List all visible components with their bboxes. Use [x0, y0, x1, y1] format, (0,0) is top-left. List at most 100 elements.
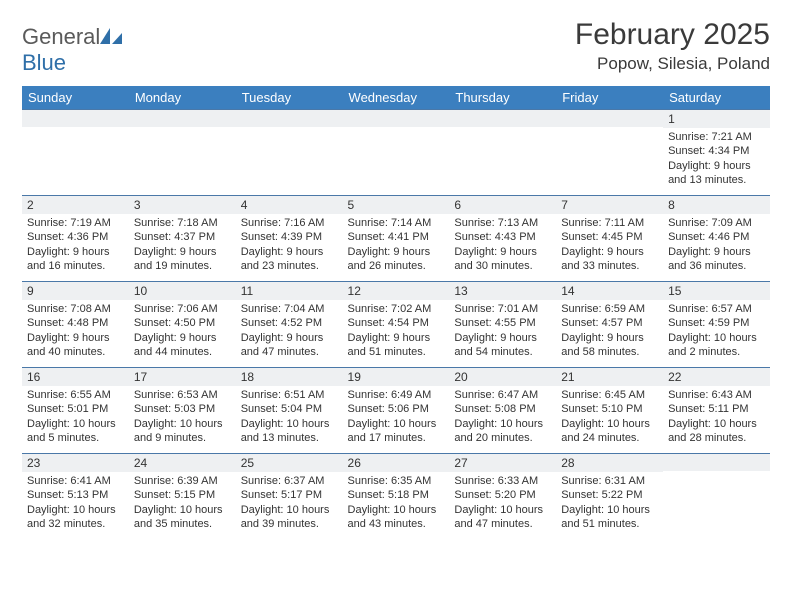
calendar-week-row: 1Sunrise: 7:21 AMSunset: 4:34 PMDaylight… — [22, 110, 770, 196]
sunset-line: Sunset: 5:11 PM — [668, 402, 765, 416]
day-content: Sunrise: 6:37 AMSunset: 5:17 PMDaylight:… — [236, 472, 343, 535]
weekday-header: Wednesday — [343, 86, 450, 110]
sunrise-line: Sunrise: 6:37 AM — [241, 474, 338, 488]
day-number: 19 — [343, 368, 450, 386]
calendar-day-cell — [236, 110, 343, 196]
weekday-header: Tuesday — [236, 86, 343, 110]
weekday-header: Sunday — [22, 86, 129, 110]
day-content: Sunrise: 6:39 AMSunset: 5:15 PMDaylight:… — [129, 472, 236, 535]
daylight-line: Daylight: 9 hours and 44 minutes. — [134, 331, 231, 360]
day-number: 17 — [129, 368, 236, 386]
sunset-line: Sunset: 4:36 PM — [27, 230, 124, 244]
daylight-line: Daylight: 9 hours and 30 minutes. — [454, 245, 551, 274]
calendar-day-cell: 5Sunrise: 7:14 AMSunset: 4:41 PMDaylight… — [343, 196, 450, 282]
sunset-line: Sunset: 4:59 PM — [668, 316, 765, 330]
day-content — [663, 471, 770, 477]
daylight-line: Daylight: 9 hours and 19 minutes. — [134, 245, 231, 274]
day-number: 22 — [663, 368, 770, 386]
sunset-line: Sunset: 4:54 PM — [348, 316, 445, 330]
sunset-line: Sunset: 5:18 PM — [348, 488, 445, 502]
day-number: 7 — [556, 196, 663, 214]
calendar-day-cell: 13Sunrise: 7:01 AMSunset: 4:55 PMDayligh… — [449, 282, 556, 368]
day-number: 9 — [22, 282, 129, 300]
sunrise-line: Sunrise: 6:41 AM — [27, 474, 124, 488]
daylight-line: Daylight: 9 hours and 16 minutes. — [27, 245, 124, 274]
day-content: Sunrise: 7:21 AMSunset: 4:34 PMDaylight:… — [663, 128, 770, 191]
sunrise-line: Sunrise: 7:19 AM — [27, 216, 124, 230]
sunrise-line: Sunrise: 7:13 AM — [454, 216, 551, 230]
day-number: 20 — [449, 368, 556, 386]
day-content: Sunrise: 6:53 AMSunset: 5:03 PMDaylight:… — [129, 386, 236, 449]
day-content: Sunrise: 6:55 AMSunset: 5:01 PMDaylight:… — [22, 386, 129, 449]
day-number — [236, 110, 343, 127]
day-content — [236, 127, 343, 133]
daylight-line: Daylight: 10 hours and 39 minutes. — [241, 503, 338, 532]
daylight-line: Daylight: 10 hours and 43 minutes. — [348, 503, 445, 532]
logo-word-2: Blue — [22, 50, 66, 75]
day-number: 3 — [129, 196, 236, 214]
sunrise-line: Sunrise: 6:55 AM — [27, 388, 124, 402]
calendar-week-row: 9Sunrise: 7:08 AMSunset: 4:48 PMDaylight… — [22, 282, 770, 368]
location: Popow, Silesia, Poland — [575, 54, 770, 74]
calendar-day-cell: 8Sunrise: 7:09 AMSunset: 4:46 PMDaylight… — [663, 196, 770, 282]
day-number — [343, 110, 450, 127]
sunrise-line: Sunrise: 7:02 AM — [348, 302, 445, 316]
daylight-line: Daylight: 9 hours and 26 minutes. — [348, 245, 445, 274]
sunrise-line: Sunrise: 7:11 AM — [561, 216, 658, 230]
daylight-line: Daylight: 10 hours and 2 minutes. — [668, 331, 765, 360]
sunset-line: Sunset: 5:17 PM — [241, 488, 338, 502]
sunset-line: Sunset: 5:10 PM — [561, 402, 658, 416]
calendar-day-cell: 22Sunrise: 6:43 AMSunset: 5:11 PMDayligh… — [663, 368, 770, 454]
day-content: Sunrise: 6:31 AMSunset: 5:22 PMDaylight:… — [556, 472, 663, 535]
daylight-line: Daylight: 10 hours and 35 minutes. — [134, 503, 231, 532]
calendar-day-cell: 4Sunrise: 7:16 AMSunset: 4:39 PMDaylight… — [236, 196, 343, 282]
day-content: Sunrise: 7:02 AMSunset: 4:54 PMDaylight:… — [343, 300, 450, 363]
day-content: Sunrise: 7:09 AMSunset: 4:46 PMDaylight:… — [663, 214, 770, 277]
day-content: Sunrise: 7:16 AMSunset: 4:39 PMDaylight:… — [236, 214, 343, 277]
sunrise-line: Sunrise: 6:47 AM — [454, 388, 551, 402]
calendar-table: Sunday Monday Tuesday Wednesday Thursday… — [22, 86, 770, 540]
daylight-line: Daylight: 10 hours and 17 minutes. — [348, 417, 445, 446]
day-content: Sunrise: 7:19 AMSunset: 4:36 PMDaylight:… — [22, 214, 129, 277]
sunrise-line: Sunrise: 6:59 AM — [561, 302, 658, 316]
sunset-line: Sunset: 4:37 PM — [134, 230, 231, 244]
month-title: February 2025 — [575, 18, 770, 52]
calendar-day-cell: 27Sunrise: 6:33 AMSunset: 5:20 PMDayligh… — [449, 454, 556, 540]
sunset-line: Sunset: 4:52 PM — [241, 316, 338, 330]
daylight-line: Daylight: 9 hours and 33 minutes. — [561, 245, 658, 274]
day-content: Sunrise: 7:06 AMSunset: 4:50 PMDaylight:… — [129, 300, 236, 363]
day-number: 2 — [22, 196, 129, 214]
sunrise-line: Sunrise: 7:14 AM — [348, 216, 445, 230]
sunrise-line: Sunrise: 6:53 AM — [134, 388, 231, 402]
day-content: Sunrise: 6:35 AMSunset: 5:18 PMDaylight:… — [343, 472, 450, 535]
calendar-page: General Blue February 2025 Popow, Silesi… — [0, 0, 792, 540]
sunrise-line: Sunrise: 6:57 AM — [668, 302, 765, 316]
calendar-day-cell: 28Sunrise: 6:31 AMSunset: 5:22 PMDayligh… — [556, 454, 663, 540]
day-number: 27 — [449, 454, 556, 472]
calendar-day-cell: 21Sunrise: 6:45 AMSunset: 5:10 PMDayligh… — [556, 368, 663, 454]
calendar-day-cell: 19Sunrise: 6:49 AMSunset: 5:06 PMDayligh… — [343, 368, 450, 454]
day-number: 26 — [343, 454, 450, 472]
day-number: 11 — [236, 282, 343, 300]
calendar-day-cell: 17Sunrise: 6:53 AMSunset: 5:03 PMDayligh… — [129, 368, 236, 454]
sunset-line: Sunset: 5:04 PM — [241, 402, 338, 416]
day-content: Sunrise: 7:01 AMSunset: 4:55 PMDaylight:… — [449, 300, 556, 363]
sunrise-line: Sunrise: 6:51 AM — [241, 388, 338, 402]
weekday-header: Monday — [129, 86, 236, 110]
calendar-body: 1Sunrise: 7:21 AMSunset: 4:34 PMDaylight… — [22, 110, 770, 540]
day-content: Sunrise: 6:43 AMSunset: 5:11 PMDaylight:… — [663, 386, 770, 449]
weekday-header: Saturday — [663, 86, 770, 110]
calendar-day-cell: 10Sunrise: 7:06 AMSunset: 4:50 PMDayligh… — [129, 282, 236, 368]
weekday-header-row: Sunday Monday Tuesday Wednesday Thursday… — [22, 86, 770, 110]
calendar-day-cell: 11Sunrise: 7:04 AMSunset: 4:52 PMDayligh… — [236, 282, 343, 368]
calendar-day-cell — [343, 110, 450, 196]
sunrise-line: Sunrise: 7:16 AM — [241, 216, 338, 230]
sunrise-line: Sunrise: 6:45 AM — [561, 388, 658, 402]
day-content: Sunrise: 7:04 AMSunset: 4:52 PMDaylight:… — [236, 300, 343, 363]
sunset-line: Sunset: 4:39 PM — [241, 230, 338, 244]
daylight-line: Daylight: 10 hours and 9 minutes. — [134, 417, 231, 446]
calendar-day-cell: 24Sunrise: 6:39 AMSunset: 5:15 PMDayligh… — [129, 454, 236, 540]
day-content — [556, 127, 663, 133]
sunset-line: Sunset: 5:08 PM — [454, 402, 551, 416]
day-number: 15 — [663, 282, 770, 300]
